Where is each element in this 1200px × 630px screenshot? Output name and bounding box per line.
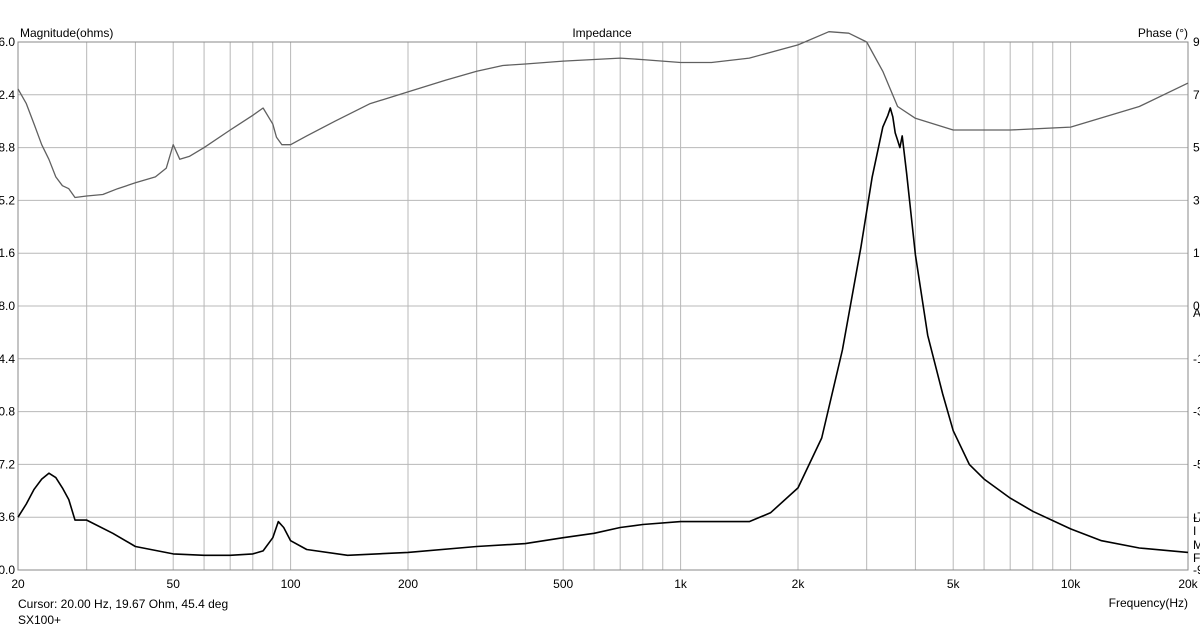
measurement-name: SX100+: [18, 613, 62, 627]
cursor-readout: Cursor: 20.00 Hz, 19.67 Ohm, 45.4 deg: [18, 597, 229, 611]
phase-series-line: [17, 31, 1189, 199]
series-layer: [17, 31, 1189, 557]
right-tick-label: 72: [1193, 88, 1200, 102]
right-tick-label: 0: [1193, 299, 1200, 313]
left-tick-label: 7.2: [0, 457, 15, 471]
edge-letter: F: [1193, 551, 1200, 565]
left-axis-title: Magnitude(ohms): [20, 26, 113, 40]
left-tick-label: 14.4: [0, 352, 15, 366]
left-tick-label: 3.6: [0, 510, 15, 524]
x-tick-label: 50: [167, 577, 181, 591]
right-tick-label: -72: [1193, 510, 1200, 524]
right-tick-label: 54: [1193, 141, 1200, 155]
x-tick-label: 20: [11, 577, 25, 591]
x-tick-label: 500: [553, 577, 573, 591]
edge-letter: M: [1193, 538, 1200, 552]
right-tick-label: -54: [1193, 457, 1200, 471]
x-tick-label: 200: [398, 577, 418, 591]
plot-frame: [17, 41, 1189, 571]
left-tick-label: 25.2: [0, 193, 15, 207]
edge-letter: A: [1193, 306, 1200, 320]
x-tick-label: 20k: [1178, 577, 1198, 591]
x-tick-label: 100: [281, 577, 301, 591]
x-axis-title: Frequency(Hz): [1109, 596, 1188, 610]
edge-letter: I: [1193, 524, 1196, 538]
x-tick-label: 1k: [674, 577, 688, 591]
edge-letter: L: [1193, 511, 1200, 525]
right-tick-label: 18: [1193, 246, 1200, 260]
left-tick-label: 32.4: [0, 88, 15, 102]
right-tick-label: -90: [1193, 563, 1200, 577]
right-axis-title: Phase (°): [1138, 26, 1188, 40]
x-axis-tick-labels: 20 50 100 200 500 1k 2k 5k 10k 20k: [11, 577, 1198, 591]
right-tick-label: -36: [1193, 405, 1200, 419]
right-tick-label: 90: [1193, 35, 1200, 49]
right-axis-tick-labels: 90 72 54 36 18 0 -18 -36 -54 -72 -90: [1193, 35, 1200, 577]
right-tick-label: -18: [1193, 352, 1200, 366]
left-tick-label: 10.8: [0, 405, 15, 419]
horizontal-grid: [18, 94, 1188, 518]
left-tick-label: 0.0: [0, 563, 15, 577]
chart-title: Impedance: [572, 26, 632, 40]
right-tick-label: 36: [1193, 193, 1200, 207]
left-tick-label: 28.8: [0, 141, 15, 155]
x-tick-label: 5k: [947, 577, 961, 591]
magnitude-series-line: [17, 107, 1189, 557]
left-tick-label: 18.0: [0, 299, 15, 313]
left-tick-label: 21.6: [0, 246, 15, 260]
x-tick-label: 2k: [792, 577, 806, 591]
x-tick-label: 10k: [1061, 577, 1081, 591]
left-tick-label: 36.0: [0, 35, 15, 49]
left-axis-tick-labels: 36.0 32.4 28.8 25.2 21.6 18.0 14.4 10.8 7.2 3.6 0.…: [0, 35, 15, 577]
